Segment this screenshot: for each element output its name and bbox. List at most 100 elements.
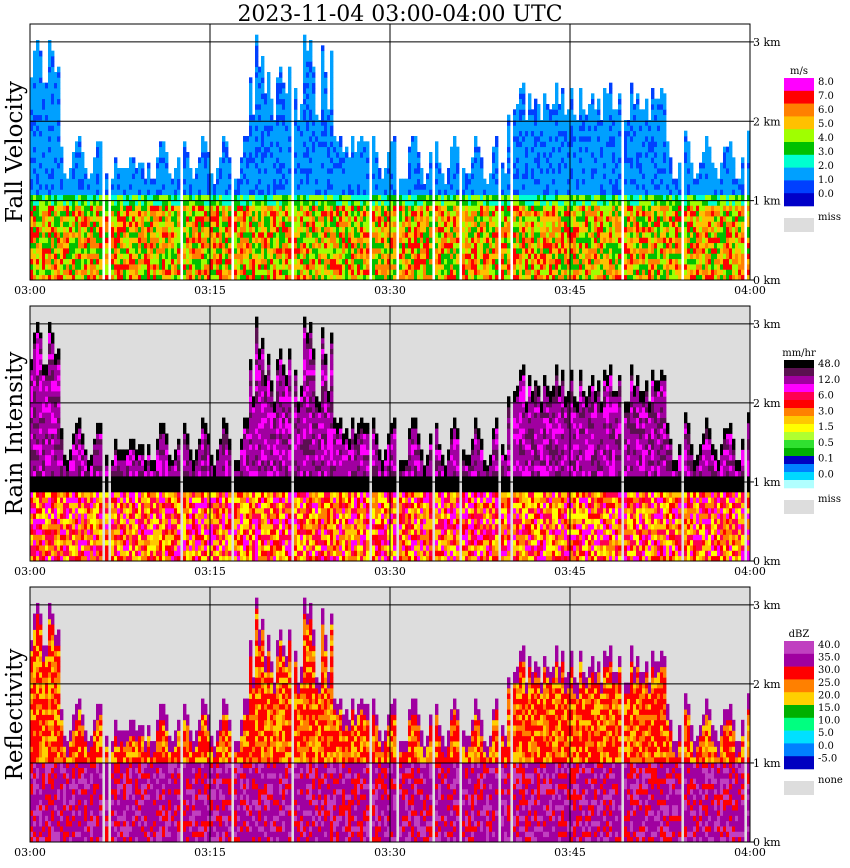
- heatmap-cell: [378, 221, 382, 228]
- heatmap-cell: [402, 253, 406, 260]
- heatmap-cell: [213, 194, 217, 201]
- heatmap-cell: [222, 237, 226, 244]
- heatmap-cell: [318, 216, 322, 222]
- heatmap-cell: [354, 216, 358, 222]
- heatmap-cell: [435, 237, 439, 244]
- heatmap-cell: [99, 152, 103, 158]
- heatmap-cell: [201, 178, 205, 185]
- heatmap-cell: [105, 242, 109, 249]
- heatmap-cell: [93, 242, 97, 249]
- heatmap-cell: [33, 210, 37, 217]
- heatmap-cell: [120, 242, 124, 249]
- heatmap-cell: [333, 200, 337, 206]
- heatmap-cell: [474, 253, 478, 260]
- heatmap-cell: [219, 248, 223, 254]
- heatmap-cell: [501, 264, 505, 270]
- heatmap-cell: [279, 200, 283, 206]
- heatmap-cell: [324, 269, 328, 276]
- heatmap-cell: [99, 184, 103, 190]
- heatmap-cell: [321, 178, 325, 185]
- heatmap-cell: [294, 141, 298, 148]
- heatmap-cell: [324, 221, 328, 228]
- heatmap-cell: [282, 253, 286, 260]
- heatmap-cell: [381, 210, 385, 217]
- heatmap-cell: [57, 104, 61, 110]
- heatmap-cell: [54, 184, 58, 190]
- heatmap-cell: [195, 258, 199, 265]
- heatmap-cell: [297, 120, 301, 126]
- heatmap-cell: [213, 232, 217, 238]
- heatmap-cell: [174, 248, 178, 254]
- heatmap-cell: [543, 274, 547, 281]
- heatmap-cell: [246, 205, 250, 212]
- heatmap-cell: [555, 242, 559, 249]
- heatmap-cell: [48, 184, 52, 190]
- heatmap-cell: [306, 72, 310, 78]
- heatmap-cell: [561, 205, 565, 212]
- heatmap-cell: [30, 264, 34, 270]
- heatmap-cell: [48, 274, 52, 281]
- heatmap-cell: [252, 136, 256, 142]
- heatmap-cell: [504, 173, 508, 180]
- heatmap-cell: [450, 194, 454, 201]
- heatmap-cell: [261, 210, 265, 217]
- heatmap-cell: [309, 136, 313, 142]
- heatmap-cell: [48, 168, 52, 174]
- heatmap-cell: [237, 210, 241, 217]
- heatmap-cell: [579, 216, 583, 222]
- heatmap-cell: [360, 242, 364, 249]
- heatmap-cell: [300, 162, 304, 169]
- heatmap-cell: [570, 253, 574, 260]
- heatmap-cell: [75, 210, 79, 217]
- heatmap-cell: [288, 189, 292, 196]
- heatmap-cell: [150, 226, 154, 233]
- heatmap-cell: [417, 184, 421, 190]
- heatmap-cell: [594, 125, 598, 132]
- heatmap-cell: [384, 205, 388, 212]
- heatmap-cell: [222, 194, 226, 201]
- heatmap-cell: [549, 152, 553, 158]
- heatmap-cell: [438, 168, 442, 174]
- heatmap-cell: [33, 130, 37, 137]
- heatmap-cell: [273, 237, 277, 244]
- heatmap-cell: [441, 269, 445, 276]
- heatmap-cell: [219, 184, 223, 190]
- heatmap-cell: [177, 210, 181, 217]
- heatmap-cell: [264, 216, 268, 222]
- heatmap-cell: [150, 232, 154, 238]
- heatmap-cell: [48, 242, 52, 249]
- heatmap-cell: [153, 258, 157, 265]
- heatmap-cell: [297, 248, 301, 254]
- heatmap-cell: [36, 205, 40, 212]
- heatmap-cell: [306, 216, 310, 222]
- heatmap-cell: [414, 178, 418, 185]
- heatmap-cell: [39, 141, 43, 148]
- heatmap-cell: [381, 274, 385, 281]
- heatmap-cell: [288, 66, 292, 73]
- heatmap-cell: [216, 221, 220, 228]
- heatmap-cell: [243, 152, 247, 158]
- heatmap-cell: [594, 242, 598, 249]
- heatmap-cell: [378, 232, 382, 238]
- heatmap-cell: [531, 200, 535, 206]
- heatmap-cell: [57, 200, 61, 206]
- heatmap-cell: [72, 173, 76, 180]
- heatmap-cell: [549, 274, 553, 281]
- heatmap-cell: [156, 200, 160, 206]
- heatmap-cell: [144, 184, 148, 190]
- heatmap-cell: [279, 274, 283, 281]
- heatmap-cell: [30, 88, 34, 94]
- heatmap-cell: [513, 269, 517, 276]
- heatmap-cell: [78, 200, 82, 206]
- heatmap-cell: [324, 274, 328, 281]
- heatmap-cell: [168, 269, 172, 276]
- heatmap-cell: [573, 232, 577, 238]
- heatmap-cell: [264, 210, 268, 217]
- heatmap-cell: [117, 178, 121, 185]
- heatmap-cell: [51, 130, 55, 137]
- heatmap-cell: [249, 189, 253, 196]
- heatmap-cell: [318, 274, 322, 281]
- heatmap-cell: [201, 141, 205, 148]
- heatmap-cell: [429, 221, 433, 228]
- heatmap-cell: [228, 258, 232, 265]
